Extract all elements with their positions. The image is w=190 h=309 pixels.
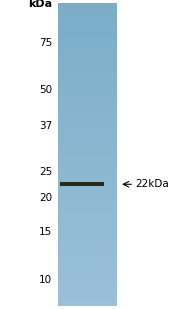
Text: 15: 15 bbox=[39, 227, 52, 237]
Text: 22kDa: 22kDa bbox=[135, 179, 169, 189]
Text: 75: 75 bbox=[39, 38, 52, 48]
Text: 10: 10 bbox=[39, 275, 52, 285]
Text: 25: 25 bbox=[39, 167, 52, 177]
Text: kDa: kDa bbox=[28, 0, 52, 9]
Text: 20: 20 bbox=[39, 193, 52, 203]
Text: 37: 37 bbox=[39, 121, 52, 131]
Text: 50: 50 bbox=[39, 85, 52, 95]
